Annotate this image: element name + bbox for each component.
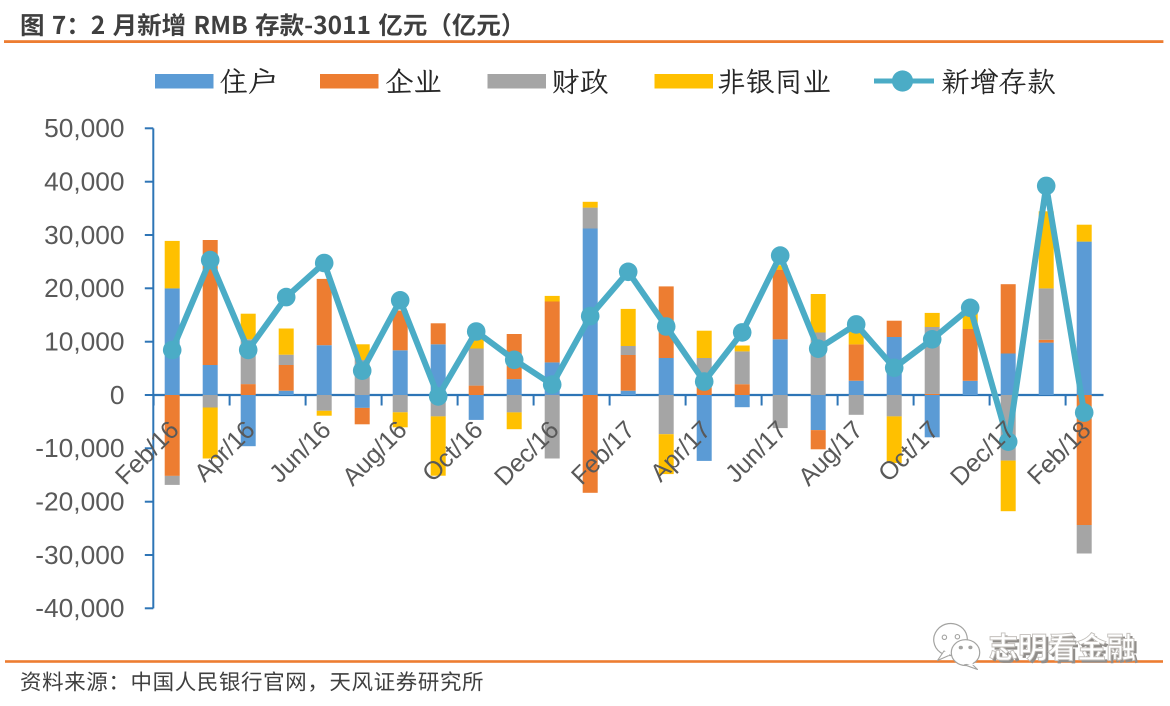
svg-text:0: 0 bbox=[110, 380, 125, 410]
svg-text:10,000: 10,000 bbox=[44, 327, 124, 357]
svg-text:20,000: 20,000 bbox=[44, 273, 124, 303]
svg-text:-10,000: -10,000 bbox=[35, 433, 124, 463]
svg-text:-20,000: -20,000 bbox=[35, 487, 124, 517]
svg-text:-40,000: -40,000 bbox=[35, 593, 124, 623]
svg-text:30,000: 30,000 bbox=[44, 220, 124, 250]
svg-text:40,000: 40,000 bbox=[44, 167, 124, 197]
svg-text:50,000: 50,000 bbox=[44, 113, 124, 143]
svg-text:-30,000: -30,000 bbox=[35, 540, 124, 570]
